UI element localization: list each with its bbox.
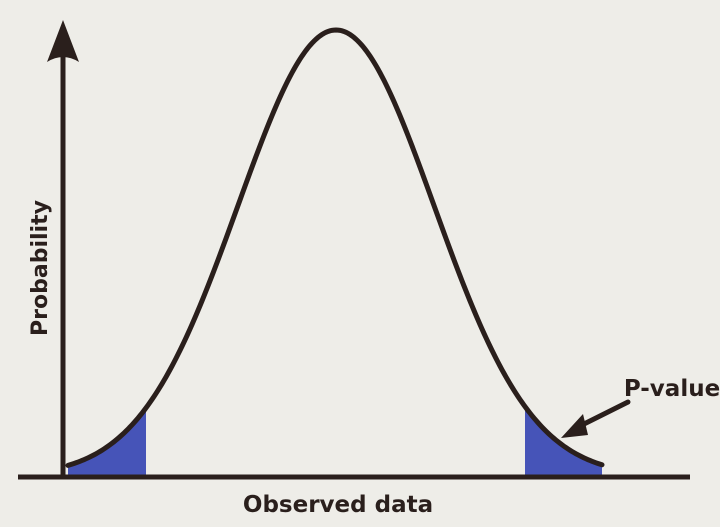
x-axis-label: Observed data — [243, 492, 433, 518]
left-tail-shaded-region — [68, 407, 146, 476]
y-axis-label: Probability — [28, 200, 53, 336]
callout-arrowhead — [561, 414, 588, 438]
p-value-callout-label: P-value — [624, 376, 720, 402]
y-axis-arrowhead — [47, 20, 79, 62]
right-tail-shaded-region — [525, 406, 602, 476]
callout-arrow-shaft — [575, 399, 631, 430]
bell-curve — [65, 27, 605, 468]
